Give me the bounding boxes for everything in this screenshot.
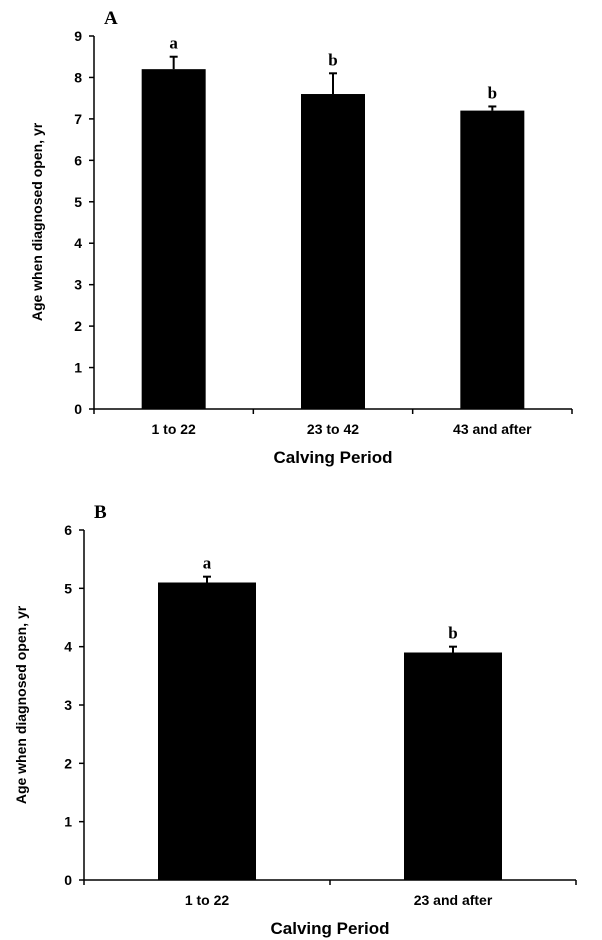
y-tick-label: 2 (74, 318, 82, 334)
bar (158, 582, 256, 880)
y-tick-label: 4 (64, 639, 72, 655)
x-category-label: 23 to 42 (307, 421, 359, 437)
y-tick-label: 1 (64, 814, 72, 830)
chart-b-svg: B 0 1 2 3 4 5 6 a 1 to 22 b 23 and after Calving P… (13, 502, 577, 938)
significance-letter: b (328, 50, 337, 69)
y-tick-label: 0 (74, 401, 82, 417)
x-axis-title-b: Calving Period (270, 919, 389, 938)
panel-label-b: B (94, 502, 107, 523)
y-tick-label: 6 (74, 152, 82, 168)
y-tick-label: 7 (74, 111, 82, 127)
y-tick-label: 3 (74, 277, 82, 293)
panel-label-a: A (104, 8, 118, 29)
x-axis-title-a: Calving Period (273, 448, 392, 467)
x-category-label: 1 to 22 (185, 892, 230, 908)
significance-letter: b (448, 624, 457, 643)
chart-a-svg: A 0 1 2 3 4 5 6 7 8 9 a 1 to 22 b 23 to 42 b 43 and aft… (29, 8, 573, 467)
y-tick-label: 9 (74, 28, 82, 44)
y-tick-label: 6 (64, 522, 72, 538)
bar (141, 69, 206, 410)
y-tick-label: 8 (74, 69, 82, 85)
chart-b-plot: 0 1 2 3 4 5 6 a 1 to 22 b 23 and after (64, 522, 577, 908)
y-axis-title-a: Age when diagnosed open, yr (29, 122, 45, 321)
significance-letter: a (169, 34, 178, 53)
y-axis-title-b: Age when diagnosed open, yr (13, 605, 29, 804)
significance-letter: b (488, 83, 497, 102)
x-category-label: 23 and after (414, 892, 493, 908)
chart-panel-b: B 0 1 2 3 4 5 6 a 1 to 22 b 23 and after Calving P… (0, 470, 602, 940)
y-tick-label: 3 (64, 697, 72, 713)
bar (404, 652, 502, 880)
x-category-label: 1 to 22 (151, 421, 196, 437)
y-tick-label: 0 (64, 872, 72, 888)
chart-panel-a: A 0 1 2 3 4 5 6 7 8 9 a 1 to 22 b 23 to 42 b 43 and aft… (29, 8, 573, 467)
significance-letter: a (203, 554, 212, 573)
y-tick-label: 5 (74, 194, 82, 210)
y-tick-label: 5 (64, 580, 72, 596)
y-tick-label: 1 (74, 360, 82, 376)
y-tick-label: 2 (64, 755, 72, 771)
y-tick-label: 4 (74, 235, 82, 251)
bar (460, 110, 525, 409)
x-category-label: 43 and after (453, 421, 532, 437)
bar (301, 94, 365, 410)
chart-a-plot: 0 1 2 3 4 5 6 7 8 9 a 1 to 22 b 23 to 42 b 43 and after (74, 28, 573, 437)
